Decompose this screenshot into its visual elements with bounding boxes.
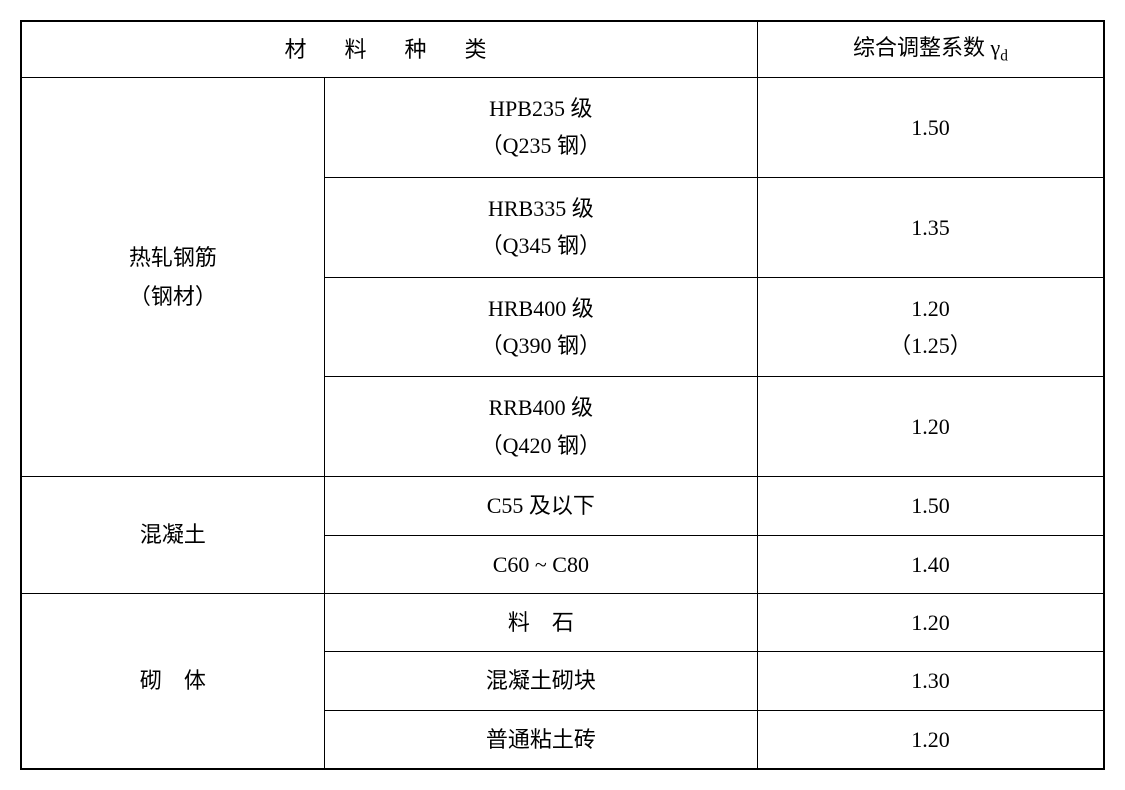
subtype-cell: C55 及以下 xyxy=(324,477,757,535)
coefficient-label: 综合调整系数 γ xyxy=(853,35,1000,60)
subtype-cell: HRB335 级 （Q345 钢） xyxy=(324,177,757,277)
subtype-cell: HPB235 级 （Q235 钢） xyxy=(324,78,757,178)
value-line2: （1.25） xyxy=(889,333,972,358)
value-cell: 1.20 xyxy=(757,593,1104,651)
subtype-cell: C60 ~ C80 xyxy=(324,535,757,593)
category-name-line2: （钢材） xyxy=(129,284,217,309)
value-cell: 1.40 xyxy=(757,535,1104,593)
table-row: 砌 体 料 石 1.20 xyxy=(21,593,1104,651)
subtype-cell: 普通粘土砖 xyxy=(324,710,757,769)
value-cell: 1.20 （1.25） xyxy=(757,277,1104,377)
subtype-cell: 料 石 xyxy=(324,593,757,651)
value-cell: 1.50 xyxy=(757,477,1104,535)
category-masonry: 砌 体 xyxy=(21,593,324,769)
table-row: 混凝土 C55 及以下 1.50 xyxy=(21,477,1104,535)
data-table: 材 料 种 类 综合调整系数 γd 热轧钢筋 （钢材） HPB235 级 （Q2… xyxy=(20,20,1105,770)
header-coefficient: 综合调整系数 γd xyxy=(757,21,1104,78)
value-cell: 1.50 xyxy=(757,78,1104,178)
value-cell: 1.20 xyxy=(757,377,1104,477)
category-name-line1: 热轧钢筋 xyxy=(129,245,217,270)
value-line1: 1.20 xyxy=(911,296,950,321)
category-concrete: 混凝土 xyxy=(21,477,324,594)
value-cell: 1.35 xyxy=(757,177,1104,277)
subtype-line1: HRB400 级 xyxy=(488,296,594,321)
table-row: 热轧钢筋 （钢材） HPB235 级 （Q235 钢） 1.50 xyxy=(21,78,1104,178)
coefficient-subscript: d xyxy=(1000,47,1008,64)
subtype-line2: （Q390 钢） xyxy=(481,333,601,358)
subtype-line1: HRB335 级 xyxy=(488,196,594,221)
table-header-row: 材 料 种 类 综合调整系数 γd xyxy=(21,21,1104,78)
subtype-line1: HPB235 级 xyxy=(489,96,592,121)
value-cell: 1.30 xyxy=(757,652,1104,710)
subtype-line1: RRB400 级 xyxy=(489,395,594,420)
category-steel: 热轧钢筋 （钢材） xyxy=(21,78,324,477)
subtype-line2: （Q235 钢） xyxy=(481,133,601,158)
subtype-line2: （Q345 钢） xyxy=(481,233,601,258)
subtype-cell: RRB400 级 （Q420 钢） xyxy=(324,377,757,477)
material-coefficient-table: 材 料 种 类 综合调整系数 γd 热轧钢筋 （钢材） HPB235 级 （Q2… xyxy=(20,20,1105,770)
subtype-cell: HRB400 级 （Q390 钢） xyxy=(324,277,757,377)
subtype-cell: 混凝土砌块 xyxy=(324,652,757,710)
header-material-type: 材 料 种 类 xyxy=(21,21,757,78)
value-cell: 1.20 xyxy=(757,710,1104,769)
subtype-line2: （Q420 钢） xyxy=(481,433,601,458)
